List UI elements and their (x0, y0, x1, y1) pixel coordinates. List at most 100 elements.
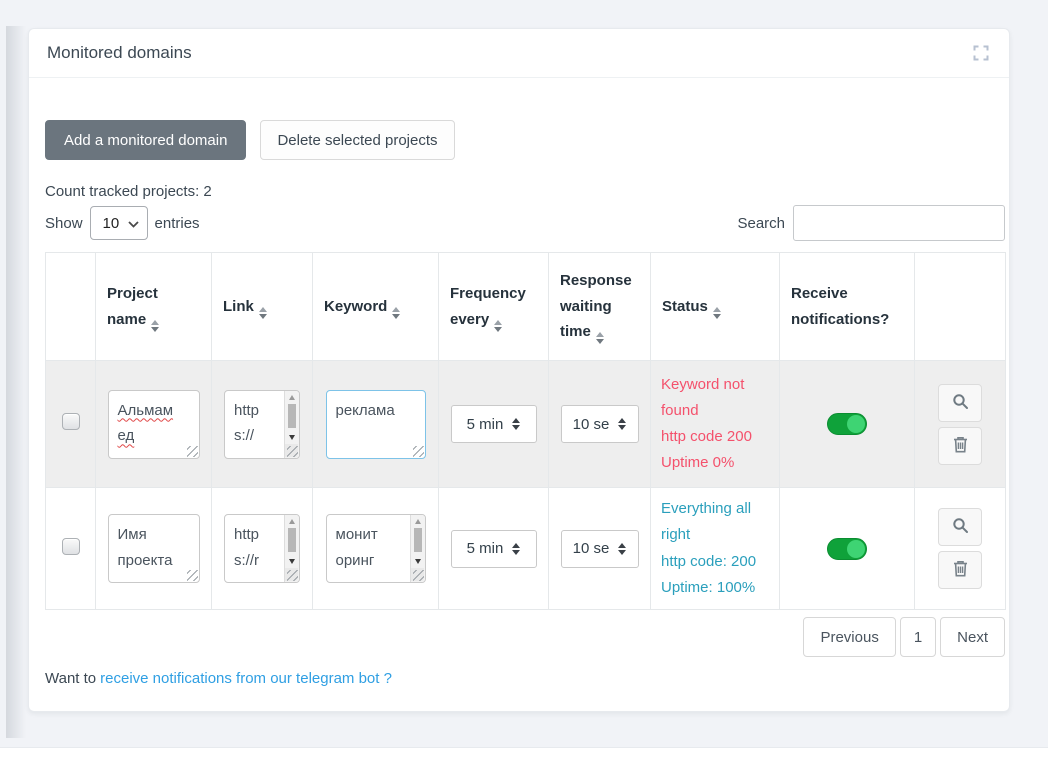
response-wait-select[interactable]: 10 se (560, 405, 639, 443)
panel-body: Add a monitored domain Delete selected p… (29, 78, 1009, 687)
project-name-value: Имя проекта (117, 526, 173, 569)
select-spinner-icon (618, 418, 627, 430)
project-name-cell: Альмам ед (95, 360, 212, 488)
header-status[interactable]: Status (650, 252, 780, 361)
frequency-value: 5 min (466, 540, 504, 557)
keyword-textarea[interactable]: реклама (325, 389, 426, 459)
notifications-cell (779, 487, 915, 610)
frequency-cell: 5 min (438, 487, 549, 610)
header-response-waiting-time[interactable]: Response waiting time (548, 252, 651, 361)
magnifier-icon (952, 517, 969, 537)
chevron-down-icon (127, 215, 139, 232)
response-wait-cell: 10 se (548, 487, 651, 610)
status-http-code: http code: 200 (661, 552, 757, 570)
textarea-scrollbar[interactable] (409, 515, 425, 582)
select-spinner-icon (618, 542, 627, 555)
table-row: Имя проекта http s://r (45, 487, 1006, 610)
status-uptime: Uptime 0% (661, 454, 735, 472)
link-textarea[interactable]: http s:// (224, 389, 300, 459)
sort-icon (595, 332, 604, 345)
textarea-scrollbar[interactable] (284, 390, 299, 458)
trash-icon (953, 560, 968, 580)
monitored-domains-table: Project name Link Keyword Frequency ever… (45, 252, 1006, 610)
project-name-cell: Имя проекта (95, 487, 212, 610)
view-project-button[interactable] (938, 508, 982, 546)
frequency-value: 5 min (466, 415, 504, 433)
response-wait-cell: 10 se (548, 360, 651, 488)
header-select (45, 252, 96, 361)
keyword-value: реклама (335, 401, 395, 419)
delete-selected-projects-button[interactable]: Delete selected projects (260, 120, 455, 160)
pagination: Previous 1 Next (45, 617, 1005, 657)
response-wait-value: 10 se (572, 540, 610, 557)
resize-grip-icon[interactable] (186, 445, 198, 457)
next-page-button[interactable]: Next (940, 617, 1005, 657)
row-checkbox[interactable] (61, 537, 80, 555)
frequency-select[interactable]: 5 min (450, 405, 537, 443)
link-cell: http s:// (211, 360, 313, 488)
notifications-toggle[interactable] (827, 413, 867, 435)
project-name-textarea[interactable]: Имя проекта (107, 514, 200, 583)
keyword-cell: монит оринг (312, 487, 439, 610)
telegram-bot-prompt: Want to receive notifications from our te… (45, 670, 993, 687)
header-frequency[interactable]: Frequency every (438, 252, 549, 361)
sort-icon (392, 306, 401, 319)
row-select-cell (45, 487, 96, 610)
response-wait-value: 10 se (572, 415, 610, 433)
add-monitored-domain-button[interactable]: Add a monitored domain (45, 120, 247, 160)
row-checkbox[interactable] (61, 413, 80, 430)
toolbar: Add a monitored domain Delete selected p… (45, 120, 993, 160)
trash-icon (953, 436, 968, 456)
monitored-domains-panel: Monitored domains Add a monitored domain… (28, 28, 1010, 712)
prompt-suffix: ? (383, 670, 392, 687)
status-uptime: Uptime: 100% (661, 578, 756, 596)
notifications-toggle[interactable] (827, 537, 867, 560)
actions-cell (914, 360, 1006, 488)
page-number-button[interactable]: 1 (899, 617, 937, 657)
telegram-bot-link[interactable]: receive notifications from our telegram … (100, 670, 380, 687)
search-input[interactable] (793, 205, 1005, 241)
keyword-cell: реклама (312, 360, 439, 488)
resize-grip-icon[interactable] (412, 445, 424, 457)
tracked-projects-count: Count tracked projects: 2 (45, 183, 212, 200)
textarea-scrollbar[interactable] (284, 515, 299, 582)
table-controls: Show 10 entries Search (45, 205, 1005, 241)
header-keyword[interactable]: Keyword (312, 252, 439, 361)
resize-grip-icon[interactable] (287, 570, 298, 581)
status-cell: Everything all right http code: 200 Upti… (650, 487, 780, 610)
view-project-button[interactable] (938, 383, 982, 422)
page-size-value: 10 (102, 214, 120, 232)
sort-icon (258, 306, 267, 319)
sort-icon (494, 319, 503, 332)
row-select-cell (45, 360, 96, 488)
select-spinner-icon (512, 418, 521, 430)
sort-icon (712, 306, 721, 319)
header-link[interactable]: Link (211, 252, 313, 361)
expand-panel-button[interactable] (971, 43, 991, 63)
delete-project-button[interactable] (938, 426, 982, 465)
response-wait-select[interactable]: 10 se (560, 529, 639, 568)
prompt-prefix: Want to (45, 670, 97, 687)
delete-project-button[interactable] (938, 551, 982, 589)
previous-page-button[interactable]: Previous (803, 617, 896, 657)
magnifier-icon (952, 393, 969, 413)
header-project-name[interactable]: Project name (95, 252, 212, 361)
link-textarea[interactable]: http s://r (224, 514, 300, 583)
status-message: Keyword not found (661, 375, 745, 419)
frequency-select[interactable]: 5 min (450, 529, 537, 568)
show-label: Show (45, 214, 83, 232)
fullscreen-expand-icon (973, 45, 989, 64)
resize-grip-icon[interactable] (412, 570, 424, 581)
resize-grip-icon[interactable] (186, 570, 198, 581)
project-name-value: Альмам ед (117, 401, 174, 445)
page-size-select[interactable]: 10 (89, 206, 148, 240)
resize-grip-icon[interactable] (287, 445, 298, 457)
header-receive-notifications: Receive notifications? (779, 252, 915, 361)
search-control: Search (737, 205, 1005, 241)
search-label: Search (737, 214, 785, 232)
left-edge-shadow (6, 26, 26, 738)
project-name-textarea[interactable]: Альмам ед (107, 389, 200, 459)
keyword-textarea[interactable]: монит оринг (325, 514, 426, 583)
link-value: http s:// (234, 401, 260, 445)
panel-header: Monitored domains (29, 29, 1009, 78)
